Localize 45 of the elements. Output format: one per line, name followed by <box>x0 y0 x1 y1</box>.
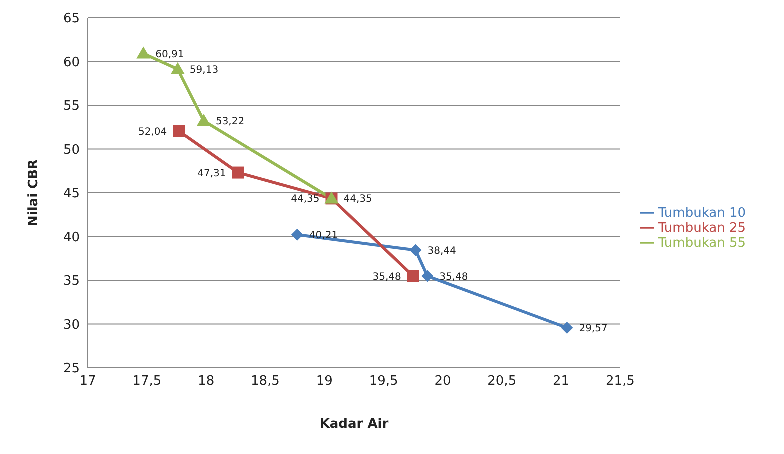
point <box>232 166 244 179</box>
data-label: 47,31 <box>198 168 226 180</box>
data-label: 29,57 <box>579 324 608 335</box>
point <box>173 125 186 138</box>
legend-label: Tumbukan 25 <box>658 220 746 236</box>
y-tick-label: 65 <box>63 12 80 27</box>
data-label: 59,13 <box>190 64 219 76</box>
data-label: 44,35 <box>344 194 372 206</box>
y-tick-label: 40 <box>63 230 80 246</box>
y-tick-label: 60 <box>63 55 80 70</box>
point <box>407 270 420 282</box>
x-tick-label: 17,5 <box>132 374 162 390</box>
point <box>196 114 211 126</box>
x-tick-label: 20,5 <box>488 374 517 390</box>
data-label: 60,91 <box>156 49 184 60</box>
y-tick-label: 25 <box>63 362 80 377</box>
y-axis-title: Nilai CBR <box>26 159 42 227</box>
x-tick-label: 18 <box>198 374 215 390</box>
legend-label: Tumbukan 55 <box>658 236 746 250</box>
point <box>561 322 574 334</box>
data-label: 38,44 <box>428 246 456 257</box>
x-tick-label: 17 <box>80 374 96 390</box>
x-tick-label: 19,5 <box>369 374 398 390</box>
data-label: 35,48 <box>440 272 468 283</box>
x-tick-label: 21 <box>553 374 570 390</box>
x-tick-label: 20 <box>434 374 452 390</box>
data-label: 53,22 <box>216 116 245 128</box>
x-tick-label: 18,5 <box>251 374 280 390</box>
y-tick-label: 35 <box>63 274 80 290</box>
point <box>291 228 304 241</box>
x-axis-title: Kadar Air <box>320 417 390 432</box>
legend-label: Tumbukan 10 <box>658 206 746 220</box>
x-tick-label: 21,5 <box>606 374 635 390</box>
point <box>410 244 422 256</box>
y-tick-label: 50 <box>63 142 80 158</box>
y-tick-label: 55 <box>63 99 80 114</box>
y-tick-label: 45 <box>63 186 80 202</box>
point <box>136 46 151 59</box>
point <box>170 62 185 74</box>
point <box>422 270 434 282</box>
data-label: 35,48 <box>372 272 402 283</box>
x-tick-label: 19 <box>316 374 333 390</box>
y-tick-label: 30 <box>63 318 80 333</box>
data-label: 52,04 <box>138 126 168 138</box>
data-label: 44,35 <box>291 194 320 206</box>
